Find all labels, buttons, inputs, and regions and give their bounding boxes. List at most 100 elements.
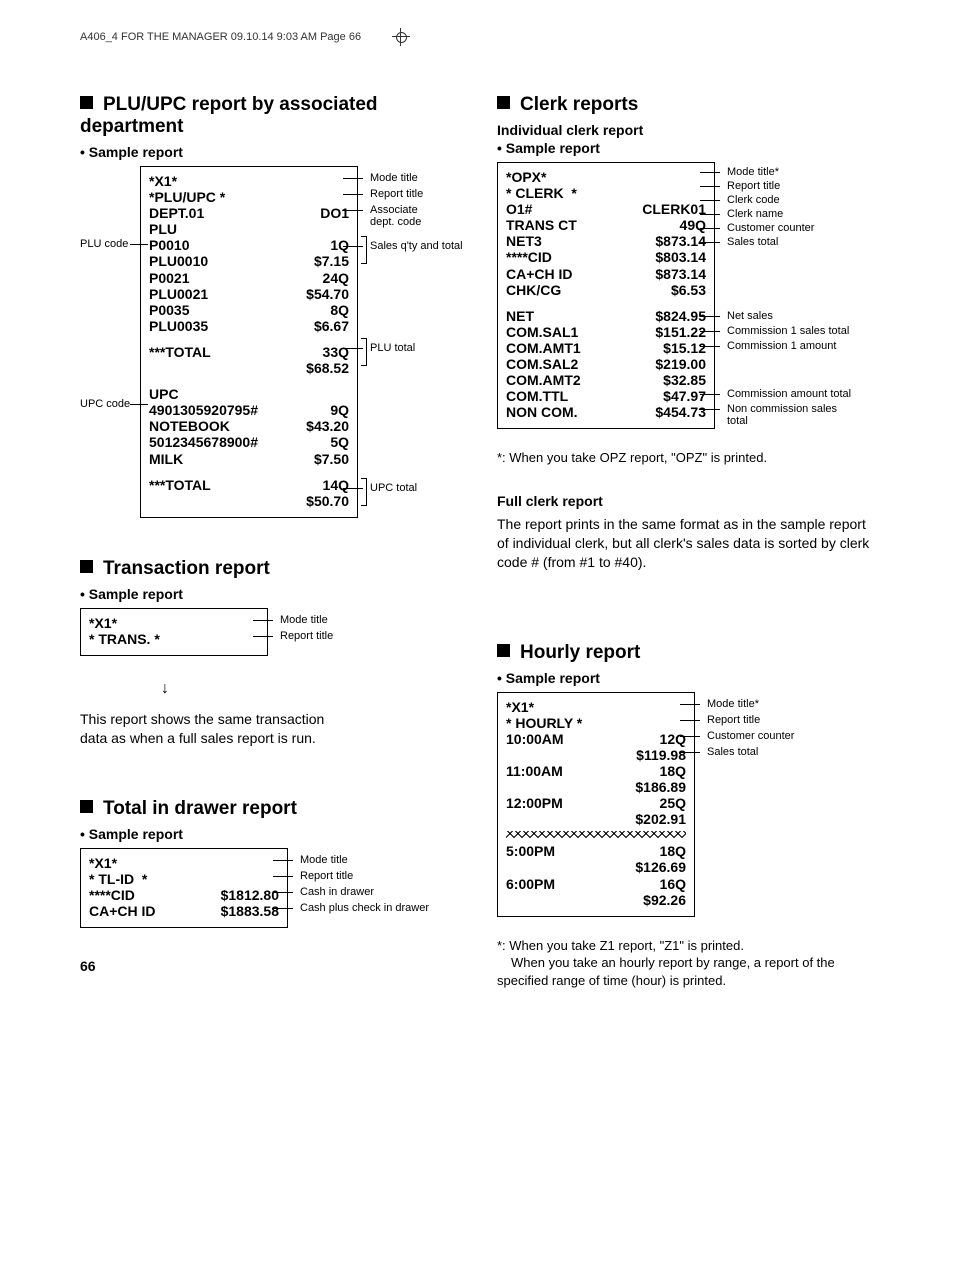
annotation-label: PLU code <box>80 238 128 250</box>
receipt-row: COM.AMT1$15.12 <box>506 340 706 356</box>
page-header: A406_4 FOR THE MANAGER 09.10.14 9:03 AM … <box>80 30 874 44</box>
annotation-label: PLU total <box>370 342 415 354</box>
annotation-label: Mode title* <box>727 166 779 178</box>
hourly-title: Hourly report <box>497 642 874 664</box>
plu-receipt: *X1**PLU/UPC *DEPT.01DO1PLUP00101QPLU001… <box>140 166 358 518</box>
annotation-label: Sales total <box>727 236 778 248</box>
plu-sample-label: • Sample report <box>80 144 457 160</box>
plu-title: PLU/UPC report by associated department <box>80 94 457 138</box>
receipt-row: 5012345678900#5Q <box>149 434 349 450</box>
trans-title: Transaction report <box>80 558 457 580</box>
hourly-receipt: *X1** HOURLY *10:00AM12Q$119.9811:00AM18… <box>497 692 695 917</box>
receipt-row: $126.69 <box>506 859 686 875</box>
receipt-row: CHK/CG$6.53 <box>506 282 706 298</box>
receipt-row: * HOURLY * <box>506 715 686 731</box>
receipt-row: ***TOTAL14Q <box>149 477 349 493</box>
trans-title-text: Transaction report <box>103 558 270 579</box>
receipt-row: ***TOTAL33Q <box>149 344 349 360</box>
receipt-row: CA+CH ID$1883.58 <box>89 903 279 919</box>
annotation-label: Associatedept. code <box>370 204 421 228</box>
bullet-icon <box>80 800 93 813</box>
trans-body: This report shows the same transaction d… <box>80 710 340 748</box>
receipt-row: PLU <box>149 221 349 237</box>
clerk-subhead: Individual clerk report <box>497 122 874 138</box>
annotation-label: UPC total <box>370 482 417 494</box>
receipt-row: P00101Q <box>149 237 349 253</box>
receipt-row: NET3$873.14 <box>506 233 706 249</box>
receipt-row: CA+CH ID$873.14 <box>506 266 706 282</box>
receipt-row: NET$824.95 <box>506 308 706 324</box>
receipt-row: PLU0035$6.67 <box>149 318 349 334</box>
receipt-row: * TL-ID * <box>89 871 279 887</box>
receipt-row: TRANS CT49Q <box>506 217 706 233</box>
plu-receipt-wrap: PLU code UPC code *X1**PLU/UPC *DEPT.01DO… <box>80 166 457 518</box>
receipt-row: COM.SAL2$219.00 <box>506 356 706 372</box>
receipt-row: 11:00AM18Q <box>506 763 686 779</box>
annotation-label: Net sales <box>727 310 773 322</box>
hourly-note: *: When you take Z1 report, "Z1" is prin… <box>497 937 874 990</box>
bullet-icon <box>497 644 510 657</box>
header-text: A406_4 FOR THE MANAGER 09.10.14 9:03 AM … <box>80 31 361 43</box>
tid-title-text: Total in drawer report <box>103 798 297 819</box>
receipt-row: O1#CLERK01 <box>506 201 706 217</box>
receipt-row: *PLU/UPC * <box>149 189 349 205</box>
plu-title-text: PLU/UPC report by associated department <box>80 94 378 137</box>
annotation-label: Commission 1 sales total <box>727 325 849 337</box>
receipt-row: COM.AMT2$32.85 <box>506 372 706 388</box>
receipt-row: 4901305920795#9Q <box>149 402 349 418</box>
hourly-note1: *: When you take Z1 report, "Z1" is prin… <box>497 938 744 953</box>
annotation-label: Commission 1 amount <box>727 340 836 352</box>
annotation-label: UPC code <box>80 398 128 410</box>
clerk-full-head: Full clerk report <box>497 493 874 509</box>
receipt-row: $186.89 <box>506 779 686 795</box>
receipt-row: $202.91 <box>506 811 686 827</box>
receipt-row: P002124Q <box>149 270 349 286</box>
receipt-row: 6:00PM16Q <box>506 876 686 892</box>
registration-mark <box>394 30 408 44</box>
clerk-title: Clerk reports <box>497 94 874 116</box>
hourly-title-text: Hourly report <box>520 642 640 663</box>
annotation-label: Report title <box>370 188 423 200</box>
annotation-label: Cash in drawer <box>300 886 374 898</box>
receipt-row: 10:00AM12Q <box>506 731 686 747</box>
receipt-row: COM.SAL1$151.22 <box>506 324 706 340</box>
receipt-row: DEPT.01DO1 <box>149 205 349 221</box>
receipt-row: $92.26 <box>506 892 686 908</box>
receipt-row: *OPX* <box>506 169 706 185</box>
bullet-icon <box>497 96 510 109</box>
receipt-row: ****CID$1812.80 <box>89 887 279 903</box>
receipt-row: UPC <box>149 386 349 402</box>
receipt-row: PLU0021$54.70 <box>149 286 349 302</box>
bullet-icon <box>80 96 93 109</box>
receipt-row: *X1* <box>89 855 279 871</box>
trans-receipt: *X1** TRANS. * <box>80 608 268 656</box>
receipt-row: $119.98 <box>506 747 686 763</box>
tid-title: Total in drawer report <box>80 798 457 820</box>
receipt-row: $50.70 <box>149 493 349 509</box>
annotation-label: Mode title <box>280 614 328 626</box>
hourly-note2: When you take an hourly report by range,… <box>497 955 835 988</box>
receipt-row: *X1* <box>506 699 686 715</box>
clerk-receipt-wrap: *OPX** CLERK *O1#CLERK01TRANS CT49QNET3$… <box>497 162 874 429</box>
page-number: 66 <box>80 958 457 974</box>
annotation-label: Report title <box>727 180 780 192</box>
receipt-row: ****CID$803.14 <box>506 249 706 265</box>
annotation-label: Clerk code <box>727 194 780 206</box>
receipt-row: *X1* <box>89 615 259 631</box>
annotation-label: Customer counter <box>707 730 794 742</box>
receipt-row: NOTEBOOK$43.20 <box>149 418 349 434</box>
annotation-label: Clerk name <box>727 208 783 220</box>
trans-receipt-wrap: *X1** TRANS. * Mode titleReport title <box>80 608 457 656</box>
hourly-sample-label: • Sample report <box>497 670 874 686</box>
clerk-sample-label: • Sample report <box>497 140 874 156</box>
clerk-receipt: *OPX** CLERK *O1#CLERK01TRANS CT49QNET3$… <box>497 162 715 429</box>
receipt-row: COM.TTL$47.97 <box>506 388 706 404</box>
receipt-row: *X1* <box>149 173 349 189</box>
receipt-row: NON COM.$454.73 <box>506 404 706 420</box>
annotation-label: Mode title* <box>707 698 759 710</box>
trans-sample-label: • Sample report <box>80 586 457 602</box>
receipt-row: $68.52 <box>149 360 349 376</box>
annotation-label: Sales q'ty and total <box>370 240 463 252</box>
annotation-label: Mode title <box>370 172 418 184</box>
annotation-label: Sales total <box>707 746 758 758</box>
